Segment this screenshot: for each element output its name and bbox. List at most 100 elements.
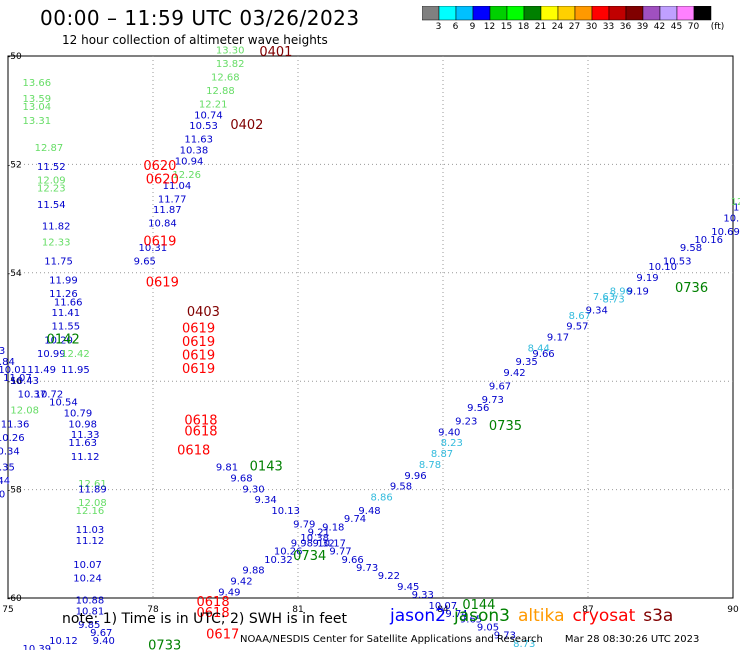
wave-height-value: 10.53 — [663, 257, 692, 268]
wave-height-value: 10.53 — [189, 121, 218, 132]
wave-height-value: 10.99 — [37, 349, 66, 360]
wave-height-value: 8.78 — [419, 460, 441, 471]
pass-time-label: 0735 — [489, 419, 522, 434]
wave-height-value: 11.4 — [733, 202, 740, 213]
wave-height-value: 10.17 — [317, 539, 346, 550]
wave-height-value: 11.03 — [76, 525, 105, 536]
wave-height-value: 9.74 — [445, 609, 467, 620]
wave-height-value: 9.66 — [342, 555, 364, 566]
scale-swatch — [693, 6, 712, 21]
wave-height-value: 10.26 — [0, 433, 25, 444]
pass-time-label: 0142 — [47, 332, 80, 347]
wave-height-value: 8.86 — [371, 492, 393, 503]
pass-time-label: 0618 — [184, 414, 217, 429]
wave-height-value: 9.34 — [586, 305, 608, 316]
wave-height-value: 8.23 — [441, 438, 463, 449]
wave-height-value: 9.19 — [627, 286, 649, 297]
wave-height-value: 11.33 — [71, 430, 100, 441]
wave-height-value: 8.67 — [569, 311, 591, 322]
pass-time-label: 0736 — [675, 281, 708, 296]
lat-tick-label: -60 — [7, 594, 22, 604]
wave-height-value: 9.48 — [358, 506, 380, 517]
scale-label: 70 — [687, 22, 700, 32]
wave-height-value: 10.94 — [175, 156, 204, 167]
wave-height-value: 12.88 — [206, 86, 235, 97]
lat-tick-label: -58 — [7, 486, 22, 496]
wave-height-value: 9.88 — [242, 566, 264, 577]
wave-height-value: 9.58 — [390, 482, 412, 493]
wave-height-value: 12 — [731, 197, 740, 208]
wave-height-value: 9.17 — [547, 333, 569, 344]
scale-label: 9 — [469, 22, 476, 32]
wave-height-value: 12.33 — [42, 238, 71, 249]
wave-height-value: 10.54 — [49, 398, 78, 409]
wave-height-value: 10.34 — [0, 446, 20, 457]
scale-label: 33 — [602, 22, 615, 32]
wave-height-value: 9.98 — [291, 539, 313, 550]
wave-height-value: 9.40 — [438, 427, 460, 438]
pass-time-label: 0620 — [146, 172, 179, 187]
wave-height-value: 11.99 — [49, 276, 78, 287]
scale-label: 15 — [500, 22, 513, 32]
wave-height-value: 11.49 — [27, 365, 56, 376]
scale-label: 36 — [619, 22, 632, 32]
wave-height-value: 10.79 — [64, 408, 93, 419]
wave-height-value: 9.73 — [494, 631, 516, 642]
wave-height-value: 11.41 — [52, 308, 81, 319]
wave-height-value: 10.32 — [264, 555, 293, 566]
wave-height-value: 9.77 — [329, 547, 351, 558]
scale-label: 24 — [551, 22, 564, 32]
wave-height-value: 9.18 — [322, 522, 344, 533]
wave-height-value: 9.73 — [482, 395, 504, 406]
wave-height-value: 11.87 — [153, 205, 182, 216]
wave-height-value: 9.19 — [636, 273, 658, 284]
wave-height-value: 11.54 — [37, 200, 66, 211]
pass-time-label: 0619 — [182, 321, 215, 336]
pass-time-label: 0144 — [462, 598, 495, 613]
wave-height-value: 11.36 — [1, 419, 30, 430]
lon-tick-label: 87 — [582, 605, 593, 615]
pass-time-label: 0618 — [197, 606, 230, 621]
wave-height-value: 13.30 — [216, 45, 245, 56]
wave-height-value: 9.34 — [255, 495, 277, 506]
wave-height-value: 10.12 — [49, 636, 78, 647]
wave-height-value: 10.98 — [68, 419, 97, 430]
wave-height-value: 9.05 — [477, 623, 499, 634]
wave-height-value: 11.35 — [0, 463, 15, 474]
wave-height-value: 9.56 — [467, 403, 489, 414]
wave-height-value: 9.22 — [378, 571, 400, 582]
pass-time-label: 0734 — [293, 549, 326, 564]
wave-height-value: 9.67 — [90, 628, 112, 639]
wave-height-value: 10.69 — [711, 227, 740, 238]
wave-height-value: 9.45 — [397, 582, 419, 593]
wave-height-value: 9.30 — [242, 484, 264, 495]
map-frame — [7, 55, 734, 599]
lon-tick-label: 90 — [727, 605, 739, 615]
wave-height-value: 13.66 — [23, 78, 52, 89]
wave-height-value: 9.23 — [455, 417, 477, 428]
lat-tick-label: -56 — [7, 377, 22, 387]
wave-height-value: 8.73 — [513, 639, 535, 650]
pass-time-label: 0620 — [143, 159, 176, 174]
wave-height-value: 9.74 — [344, 514, 366, 525]
wave-height-value: 12.26 — [172, 170, 201, 181]
scale-label: 30 — [585, 22, 598, 32]
satellite-label-jason3: jason3 — [454, 606, 510, 626]
pass-time-label: 0733 — [148, 638, 181, 650]
wave-height-value: 10.84 — [0, 357, 15, 368]
scale-label: 45 — [670, 22, 683, 32]
pass-time-label: 0401 — [259, 45, 292, 60]
wave-height-value: 10.44 — [0, 476, 10, 487]
wave-height-value: 10.43 — [10, 376, 39, 387]
lon-tick-label: 75 — [2, 605, 13, 615]
wave-height-value: 10.24 — [73, 574, 102, 585]
pass-time-label: 0619 — [146, 275, 179, 290]
wave-height-value: 10.01 — [0, 365, 27, 376]
scale-unit: (ft) — [710, 22, 725, 32]
satellite-label-jason2: jason2 — [390, 606, 446, 626]
wave-height-value: 11.55 — [52, 322, 81, 333]
lat-tick-label: -50 — [7, 52, 22, 62]
wave-height-value: 9.40 — [93, 636, 115, 647]
wave-height-value: 11.04 — [163, 181, 192, 192]
satellite-legend: jason2 jason3 altika cryosat s3a — [390, 606, 681, 626]
